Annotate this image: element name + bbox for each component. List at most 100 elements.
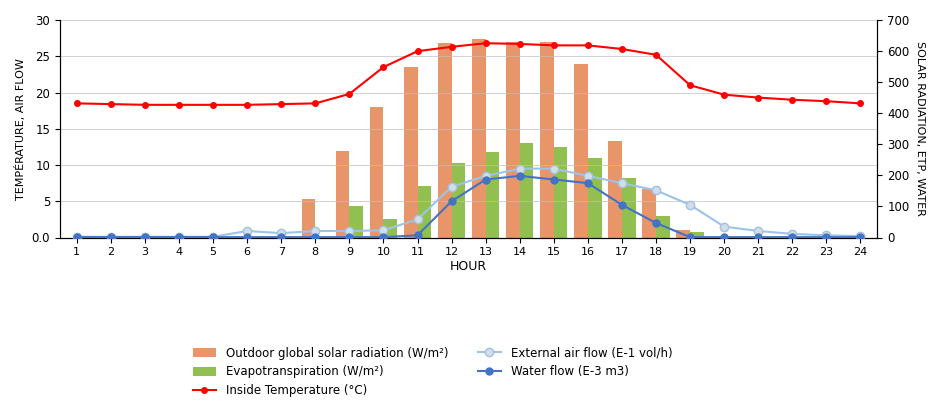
External air flow (E-1 vol/h) (344, 228, 355, 233)
Inside Temperature (°C) (684, 83, 696, 88)
Water flow (E-3 m3) (617, 202, 628, 207)
Water flow (E-3 m3) (514, 174, 525, 178)
External air flow (E-1 vol/h) (548, 166, 559, 171)
Inside Temperature (°C) (344, 92, 355, 96)
Water flow (E-3 m3) (684, 235, 696, 240)
Water flow (E-3 m3) (242, 235, 253, 240)
External air flow (E-1 vol/h) (617, 181, 628, 186)
External air flow (E-1 vol/h) (71, 234, 83, 239)
External air flow (E-1 vol/h) (412, 217, 423, 222)
Inside Temperature (°C) (446, 44, 457, 49)
Line: Water flow (E-3 m3): Water flow (E-3 m3) (73, 172, 864, 241)
External air flow (E-1 vol/h) (718, 224, 729, 229)
Bar (608, 141, 622, 238)
Water flow (E-3 m3) (718, 235, 729, 240)
External air flow (E-1 vol/h) (821, 233, 832, 238)
Inside Temperature (°C) (650, 52, 662, 57)
Water flow (E-3 m3) (208, 235, 219, 240)
Bar (404, 67, 417, 238)
Bar (574, 64, 588, 238)
X-axis label: HOUR: HOUR (450, 260, 487, 273)
Water flow (E-3 m3) (787, 235, 798, 240)
Bar (336, 150, 350, 238)
Inside Temperature (°C) (854, 101, 866, 106)
External air flow (E-1 vol/h) (309, 228, 321, 233)
External air flow (E-1 vol/h) (650, 188, 662, 193)
Bar (451, 163, 465, 238)
Water flow (E-3 m3) (275, 235, 287, 240)
External air flow (E-1 vol/h) (208, 234, 219, 239)
Bar (642, 189, 656, 238)
Water flow (E-3 m3) (71, 235, 83, 240)
Water flow (E-3 m3) (173, 235, 184, 240)
Water flow (E-3 m3) (821, 235, 832, 240)
Bar (350, 206, 363, 238)
Bar (302, 199, 315, 238)
External air flow (E-1 vol/h) (275, 231, 287, 236)
Inside Temperature (°C) (821, 99, 832, 104)
Line: Inside Temperature (°C): Inside Temperature (°C) (74, 40, 863, 108)
External air flow (E-1 vol/h) (480, 174, 492, 178)
Water flow (E-3 m3) (378, 235, 389, 240)
External air flow (E-1 vol/h) (854, 234, 866, 238)
Water flow (E-3 m3) (139, 235, 150, 240)
Water flow (E-3 m3) (582, 181, 593, 186)
Water flow (E-3 m3) (344, 235, 355, 240)
Line: External air flow (E-1 vol/h): External air flow (E-1 vol/h) (72, 164, 865, 241)
Inside Temperature (°C) (242, 102, 253, 107)
External air flow (E-1 vol/h) (684, 202, 696, 207)
Bar (472, 39, 486, 238)
External air flow (E-1 vol/h) (105, 234, 117, 239)
Inside Temperature (°C) (582, 43, 593, 48)
Legend: Outdoor global solar radiation (W/m²), Evapotranspiration (W/m²), Inside Tempera: Outdoor global solar radiation (W/m²), E… (188, 342, 677, 400)
External air flow (E-1 vol/h) (514, 166, 525, 171)
Water flow (E-3 m3) (480, 177, 492, 182)
Inside Temperature (°C) (753, 95, 764, 100)
Inside Temperature (°C) (275, 102, 287, 106)
Bar (622, 178, 635, 238)
Inside Temperature (°C) (378, 65, 389, 70)
Bar (588, 158, 602, 238)
External air flow (E-1 vol/h) (582, 174, 593, 178)
Inside Temperature (°C) (71, 101, 83, 106)
Water flow (E-3 m3) (854, 235, 866, 240)
Bar (417, 186, 431, 238)
Water flow (E-3 m3) (753, 235, 764, 240)
Inside Temperature (°C) (548, 43, 559, 48)
Water flow (E-3 m3) (309, 235, 321, 240)
External air flow (E-1 vol/h) (446, 184, 457, 189)
Inside Temperature (°C) (139, 102, 150, 107)
External air flow (E-1 vol/h) (378, 228, 389, 233)
Bar (438, 43, 451, 238)
External air flow (E-1 vol/h) (139, 234, 150, 239)
Water flow (E-3 m3) (548, 177, 559, 182)
Inside Temperature (°C) (208, 102, 219, 107)
Bar (540, 42, 554, 238)
External air flow (E-1 vol/h) (173, 234, 184, 239)
Bar (369, 107, 384, 238)
External air flow (E-1 vol/h) (787, 232, 798, 236)
Bar (656, 216, 669, 238)
Inside Temperature (°C) (173, 102, 184, 107)
External air flow (E-1 vol/h) (242, 228, 253, 233)
Bar (384, 219, 397, 238)
Inside Temperature (°C) (514, 42, 525, 46)
Bar (554, 147, 568, 238)
Bar (520, 143, 533, 238)
External air flow (E-1 vol/h) (753, 228, 764, 233)
Inside Temperature (°C) (309, 101, 321, 106)
Inside Temperature (°C) (412, 49, 423, 54)
Water flow (E-3 m3) (412, 233, 423, 238)
Water flow (E-3 m3) (650, 221, 662, 226)
Bar (690, 232, 704, 238)
Inside Temperature (°C) (617, 46, 628, 51)
Water flow (E-3 m3) (446, 199, 457, 204)
Bar (486, 152, 499, 238)
Bar (677, 230, 690, 238)
Y-axis label: TEMPÉRATURE, AIR FLOW: TEMPÉRATURE, AIR FLOW (15, 58, 26, 200)
Water flow (E-3 m3) (105, 235, 117, 240)
Y-axis label: SOLAR RADIATION, ETP, WATER: SOLAR RADIATION, ETP, WATER (915, 41, 925, 216)
Inside Temperature (°C) (480, 41, 492, 46)
Inside Temperature (°C) (787, 97, 798, 102)
Inside Temperature (°C) (718, 92, 729, 97)
